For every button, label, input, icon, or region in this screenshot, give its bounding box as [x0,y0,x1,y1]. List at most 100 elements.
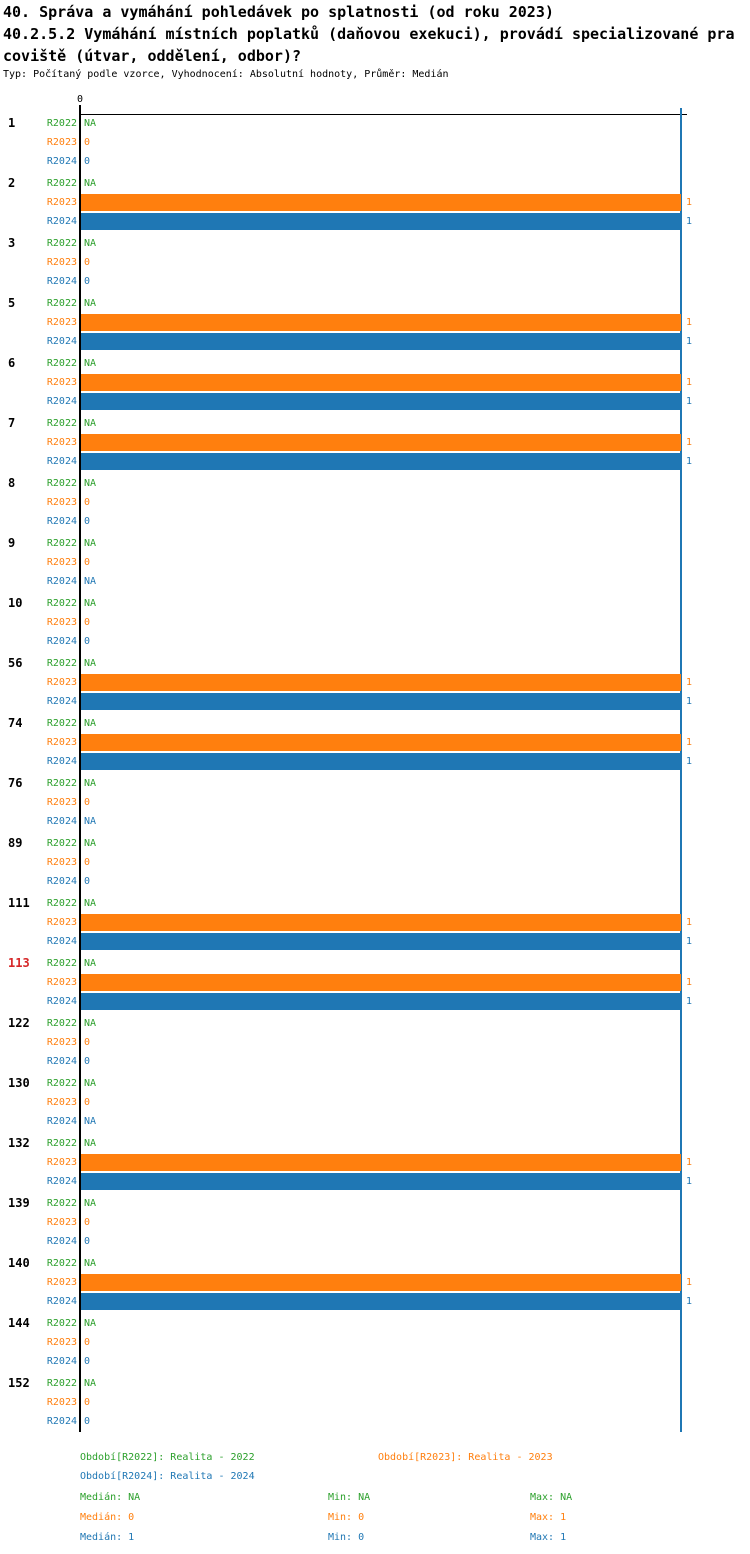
bar-group-8: 8 R2022 NA R2023 0 R2024 0 [0,474,750,531]
group-id-label-8: 8 [8,476,16,490]
value-label-r2022: NA [84,358,97,369]
value-label-r2022: NA [84,1258,97,1269]
value-label-r2023: 0 [84,257,91,268]
bar-group-140: 140 R2022 NA R2023 1 R2024 1 [0,1254,750,1311]
group-76-row-r2023: R2023 0 [0,793,750,812]
value-label-r2024: 0 [84,156,91,167]
chart-title-line-1: 40. Správa a vymáhání pohledávek po spla… [3,3,554,21]
value-label-r2024: 1 [686,996,693,1007]
group-139-row-r2024: R2024 0 [0,1232,750,1251]
group-122-row-r2023: R2023 0 [0,1033,750,1052]
value-label-r2022: NA [84,1198,97,1209]
group-2-row-r2024: R2024 1 [0,212,750,231]
value-label-r2022: NA [84,778,97,789]
series-label-r2022: R2022 [46,1018,77,1029]
bar-group-113: 113 R2022 NA R2023 1 R2024 1 [0,954,750,1011]
group-id-label-3: 3 [8,236,16,250]
value-label-r2023: 1 [686,317,693,328]
bar-group-130: 130 R2022 NA R2023 0 R2024 NA [0,1074,750,1131]
series-label-r2024: R2024 [46,456,77,467]
group-6-row-r2024: R2024 1 [0,392,750,411]
value-label-r2022: NA [84,418,97,429]
series-label-r2024: R2024 [46,1116,77,1127]
value-label-r2024: NA [84,1116,97,1127]
series-label-r2024: R2024 [46,1236,77,1247]
series-label-r2024: R2024 [46,816,77,827]
group-id-label-10: 10 [8,596,23,610]
x-axis-line [80,114,687,115]
series-label-r2022: R2022 [46,238,77,249]
bar-group-74: 74 R2022 NA R2023 1 R2024 1 [0,714,750,771]
bar-group-6: 6 R2022 NA R2023 1 R2024 1 [0,354,750,411]
bar-r2023-group-132 [81,1154,681,1171]
series-label-r2023: R2023 [46,1277,77,1288]
group-7-row-r2024: R2024 1 [0,452,750,471]
y-axis-line [79,114,81,1432]
series-label-r2023: R2023 [46,317,77,328]
series-label-r2022: R2022 [46,418,77,429]
value-label-r2022: NA [84,898,97,909]
value-label-r2024: 0 [84,1356,91,1367]
group-152-row-r2024: R2024 0 [0,1412,750,1431]
group-144-row-r2023: R2023 0 [0,1333,750,1352]
group-id-label-5: 5 [8,296,16,310]
series-label-r2022: R2022 [46,1318,77,1329]
value-label-r2024: 1 [686,1296,693,1307]
value-label-r2023: 0 [84,1097,91,1108]
group-7-row-r2022: R2022 NA [0,414,750,433]
bar-r2024-group-2 [81,213,681,230]
group-113-row-r2023: R2023 1 [0,973,750,992]
bar-group-152: 152 R2022 NA R2023 0 R2024 0 [0,1374,750,1431]
series-label-r2022: R2022 [46,538,77,549]
bar-r2024-group-140 [81,1293,681,1310]
group-152-row-r2023: R2023 0 [0,1393,750,1412]
series-label-r2024: R2024 [46,1416,77,1427]
group-122-row-r2024: R2024 0 [0,1052,750,1071]
series-label-r2023: R2023 [46,1337,77,1348]
series-label-r2023: R2023 [46,257,77,268]
group-152-row-r2022: R2022 NA [0,1374,750,1393]
value-label-r2023: 0 [84,1217,91,1228]
group-9-row-r2022: R2022 NA [0,534,750,553]
group-id-label-89: 89 [8,836,23,850]
value-label-r2023: 1 [686,1277,693,1288]
series-label-r2023: R2023 [46,977,77,988]
series-label-r2024: R2024 [46,1176,77,1187]
series-label-r2022: R2022 [46,898,77,909]
value-label-r2023: 0 [84,617,91,628]
series-label-r2023: R2023 [46,137,77,148]
group-id-label-1: 1 [8,116,16,130]
value-label-r2023: 1 [686,377,693,388]
group-id-label-139: 139 [8,1196,30,1210]
group-113-row-r2022: R2022 NA [0,954,750,973]
value-label-r2022: NA [84,838,97,849]
legend-entry-r2023: Období[R2023]: Realita - 2023 [378,1452,553,1463]
group-111-row-r2023: R2023 1 [0,913,750,932]
group-56-row-r2023: R2023 1 [0,673,750,692]
value-label-r2024: 1 [686,336,693,347]
series-label-r2024: R2024 [46,1056,77,1067]
bar-group-139: 139 R2022 NA R2023 0 R2024 0 [0,1194,750,1251]
group-id-label-140: 140 [8,1256,30,1270]
series-label-r2022: R2022 [46,658,77,669]
bar-group-56: 56 R2022 NA R2023 1 R2024 1 [0,654,750,711]
bar-r2023-group-2 [81,194,681,211]
series-label-r2023: R2023 [46,917,77,928]
bar-r2023-group-140 [81,1274,681,1291]
group-id-label-2: 2 [8,176,16,190]
series-label-r2022: R2022 [46,118,77,129]
median-gridline [680,108,682,1432]
group-89-row-r2024: R2024 0 [0,872,750,891]
series-label-r2023: R2023 [46,857,77,868]
series-label-r2022: R2022 [46,478,77,489]
group-3-row-r2022: R2022 NA [0,234,750,253]
series-label-r2022: R2022 [46,358,77,369]
value-label-r2023: 0 [84,557,91,568]
bar-r2023-group-6 [81,374,681,391]
group-id-label-113: 113 [8,956,30,970]
series-label-r2024: R2024 [46,156,77,167]
group-8-row-r2023: R2023 0 [0,493,750,512]
series-label-r2023: R2023 [46,1157,77,1168]
group-111-row-r2024: R2024 1 [0,932,750,951]
bar-group-10: 10 R2022 NA R2023 0 R2024 0 [0,594,750,651]
